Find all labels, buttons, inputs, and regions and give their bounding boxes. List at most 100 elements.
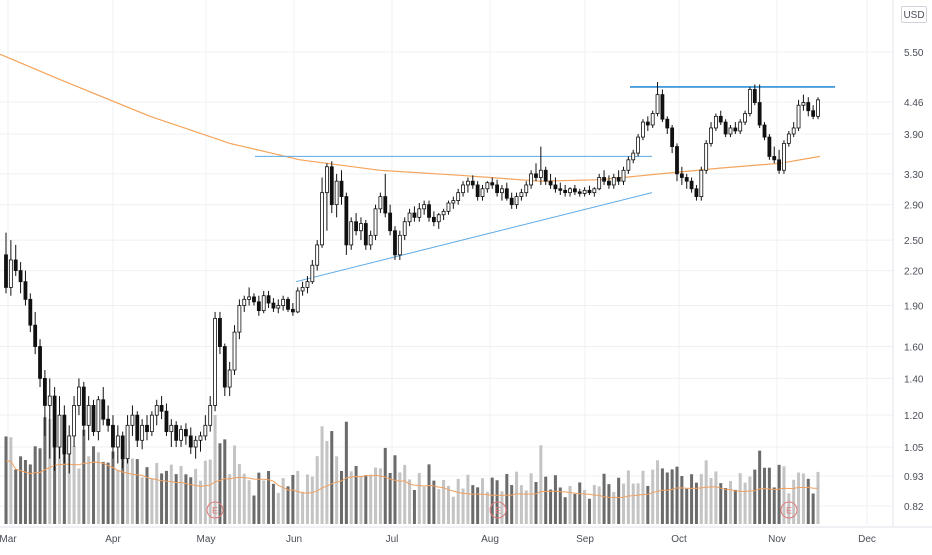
candle[interactable]	[286, 296, 290, 312]
candle[interactable]	[222, 343, 227, 397]
candle[interactable]	[140, 419, 145, 450]
candle[interactable]	[577, 188, 582, 197]
candle[interactable]	[621, 166, 626, 185]
candle[interactable]	[320, 177, 324, 248]
candle[interactable]	[232, 325, 237, 376]
candle[interactable]	[237, 299, 242, 340]
candle[interactable]	[509, 192, 514, 209]
candle[interactable]	[655, 82, 660, 117]
candle[interactable]	[91, 399, 96, 436]
candle[interactable]	[689, 177, 694, 193]
candle[interactable]	[660, 89, 665, 123]
candle[interactable]	[42, 370, 47, 436]
candle[interactable]	[130, 405, 135, 436]
candle[interactable]	[422, 200, 427, 215]
candle[interactable]	[538, 146, 543, 185]
candle[interactable]	[427, 200, 431, 222]
candle[interactable]	[52, 387, 57, 471]
candle[interactable]	[57, 396, 62, 459]
candle[interactable]	[568, 187, 572, 197]
candle[interactable]	[650, 110, 655, 128]
candle[interactable]	[611, 173, 616, 189]
candle[interactable]	[558, 182, 563, 196]
currency-label[interactable]: USD	[901, 6, 927, 23]
candle[interactable]	[378, 192, 383, 214]
candle[interactable]	[796, 99, 801, 131]
candle[interactable]	[310, 259, 315, 284]
candle[interactable]	[645, 116, 650, 131]
candle[interactable]	[451, 196, 456, 209]
candle[interactable]	[198, 431, 203, 452]
candle[interactable]	[213, 311, 217, 412]
candle[interactable]	[757, 84, 762, 128]
candle[interactable]	[786, 130, 791, 147]
candle[interactable]	[344, 192, 349, 255]
candle[interactable]	[295, 287, 300, 314]
candle[interactable]	[159, 396, 164, 420]
candle[interactable]	[801, 94, 806, 111]
candle[interactable]	[431, 211, 436, 227]
candle[interactable]	[203, 415, 208, 441]
candle[interactable]	[407, 208, 412, 227]
candle[interactable]	[8, 240, 13, 296]
candle[interactable]	[485, 181, 490, 193]
candle[interactable]	[461, 181, 465, 197]
candle[interactable]	[252, 293, 256, 306]
candle[interactable]	[67, 425, 72, 474]
candle[interactable]	[13, 244, 18, 277]
candle[interactable]	[23, 270, 28, 306]
candle[interactable]	[699, 166, 704, 201]
candle[interactable]	[514, 192, 519, 209]
candle[interactable]	[694, 184, 699, 201]
candle[interactable]	[111, 415, 115, 459]
candle[interactable]	[383, 173, 388, 218]
candle[interactable]	[816, 97, 820, 120]
candle[interactable]	[72, 396, 76, 448]
candle[interactable]	[475, 181, 480, 201]
candle[interactable]	[723, 119, 728, 138]
candle[interactable]	[193, 435, 198, 459]
candle[interactable]	[315, 240, 320, 271]
candle[interactable]	[417, 203, 422, 222]
candle[interactable]	[436, 213, 441, 229]
candle[interactable]	[679, 166, 684, 185]
candle[interactable]	[519, 188, 524, 201]
candle[interactable]	[553, 177, 558, 193]
candle[interactable]	[300, 281, 305, 296]
candle[interactable]	[77, 378, 81, 416]
candle[interactable]	[762, 122, 767, 141]
candle[interactable]	[62, 405, 67, 464]
candle[interactable]	[188, 427, 193, 454]
candle[interactable]	[616, 170, 621, 185]
candle[interactable]	[149, 411, 154, 436]
candle[interactable]	[412, 206, 417, 222]
candle[interactable]	[115, 425, 120, 464]
earnings-marker-icon[interactable]	[489, 501, 507, 519]
candle[interactable]	[709, 122, 713, 147]
candle[interactable]	[752, 84, 757, 106]
candle[interactable]	[145, 415, 149, 441]
candle[interactable]	[38, 339, 42, 388]
candle[interactable]	[305, 276, 310, 294]
candle[interactable]	[271, 298, 276, 312]
candle[interactable]	[534, 163, 538, 182]
candle[interactable]	[174, 421, 179, 448]
candle[interactable]	[777, 149, 782, 174]
candle[interactable]	[772, 146, 777, 164]
candle[interactable]	[368, 230, 373, 250]
candle[interactable]	[33, 311, 38, 355]
candle[interactable]	[179, 425, 183, 448]
candle[interactable]	[607, 175, 611, 189]
candle[interactable]	[135, 411, 140, 448]
candle[interactable]	[548, 173, 553, 189]
candle[interactable]	[470, 175, 475, 189]
candle[interactable]	[218, 311, 222, 355]
candle[interactable]	[373, 204, 378, 241]
candle[interactable]	[86, 396, 91, 441]
candle[interactable]	[738, 119, 743, 135]
candle[interactable]	[96, 396, 101, 441]
candle[interactable]	[495, 179, 499, 197]
candle[interactable]	[636, 134, 641, 157]
candle[interactable]	[791, 122, 796, 138]
candle[interactable]	[504, 182, 509, 201]
